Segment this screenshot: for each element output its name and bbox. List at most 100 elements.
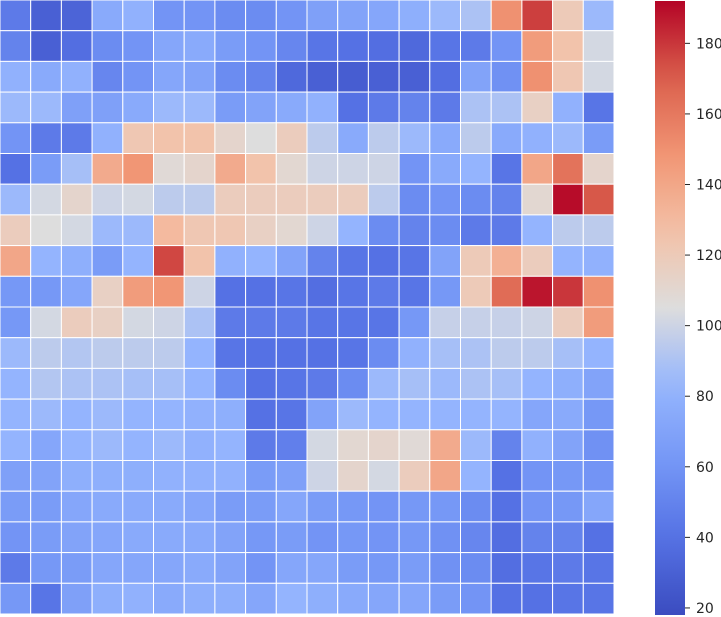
heatmap-cell: [490, 521, 523, 554]
heatmap-cell: [582, 275, 615, 308]
heatmap-cell: [245, 245, 277, 277]
heatmap-cell: [552, 183, 584, 216]
heatmap-cell: [183, 552, 216, 584]
heatmap-cell: [183, 183, 216, 216]
heatmap-cell: [91, 214, 124, 247]
heatmap-cell: [429, 0, 461, 32]
heatmap-cell: [367, 183, 400, 216]
heatmap-cell: [245, 582, 277, 615]
heatmap-cell: [582, 214, 615, 247]
heatmap-cell: [552, 153, 584, 185]
heatmap-cell: [275, 122, 308, 155]
heatmap-cell: [30, 337, 62, 369]
heatmap-cell: [367, 552, 400, 584]
heatmap-cell: [521, 552, 554, 584]
heatmap-cell: [521, 183, 554, 216]
heatmap-cell: [214, 460, 247, 492]
heatmap-cell: [183, 337, 216, 369]
heatmap-cell: [306, 521, 339, 554]
heatmap-cell: [398, 214, 431, 247]
heatmap-cell: [91, 367, 124, 400]
heatmap-cell: [429, 122, 461, 155]
heatmap-cell: [490, 183, 523, 216]
heatmap-cell: [122, 183, 155, 216]
heatmap-cell: [245, 337, 277, 369]
heatmap-cell: [460, 429, 492, 461]
heatmap-cell: [30, 245, 62, 277]
colorbar-tick-label: 40: [696, 530, 714, 546]
heatmap-cell: [214, 582, 247, 615]
heatmap-cell: [122, 429, 155, 461]
heatmap-cell: [0, 367, 32, 400]
heatmap-cell: [552, 460, 584, 492]
heatmap-cell: [306, 398, 339, 431]
heatmap-cell: [582, 122, 615, 155]
heatmap-cell: [490, 30, 523, 62]
heatmap-cell: [398, 183, 431, 216]
heatmap-cell: [245, 490, 277, 523]
heatmap-cell: [306, 91, 339, 124]
heatmap-cell: [306, 183, 339, 216]
heatmap-cell: [275, 398, 308, 431]
heatmap-cell: [245, 91, 277, 124]
heatmap-cell: [245, 275, 277, 308]
heatmap-cell: [153, 367, 185, 400]
heatmap-cell: [60, 122, 93, 155]
heatmap-cell: [30, 460, 62, 492]
heatmap-cell: [0, 460, 32, 492]
heatmap-cell: [245, 122, 277, 155]
heatmap-cell: [552, 30, 584, 62]
heatmap-cell: [91, 183, 124, 216]
heatmap-cell: [60, 306, 93, 339]
heatmap-cell: [490, 429, 523, 461]
heatmap-cell: [552, 552, 584, 584]
heatmap-cell: [0, 490, 32, 523]
heatmap-cell: [0, 275, 32, 308]
heatmap-cell: [398, 337, 431, 369]
heatmap-cell: [367, 367, 400, 400]
heatmap-cell: [214, 337, 247, 369]
heatmap-cell: [367, 0, 400, 32]
heatmap-cell: [0, 582, 32, 615]
heatmap-cell: [214, 153, 247, 185]
heatmap-cell: [0, 0, 32, 32]
heatmap-cell: [183, 429, 216, 461]
heatmap-cell: [429, 275, 461, 308]
heatmap-cell: [60, 552, 93, 584]
colorbar-gradient: [655, 1, 685, 615]
heatmap-cell: [60, 0, 93, 32]
heatmap-cell: [183, 398, 216, 431]
heatmap-cell: [214, 0, 247, 32]
heatmap-cell: [60, 582, 93, 615]
heatmap-cell: [91, 275, 124, 308]
heatmap-cell: [460, 552, 492, 584]
heatmap-cell: [214, 552, 247, 584]
heatmap-cell: [245, 429, 277, 461]
heatmap-cell: [0, 552, 32, 584]
heatmap-cell: [398, 30, 431, 62]
heatmap-cell: [552, 0, 584, 32]
heatmap-cell: [460, 582, 492, 615]
heatmap-cell: [153, 398, 185, 431]
heatmap-cell: [153, 337, 185, 369]
heatmap-cell: [30, 398, 62, 431]
heatmap-cell: [275, 275, 308, 308]
heatmap-cell: [490, 460, 523, 492]
heatmap-cell: [214, 398, 247, 431]
heatmap-cell: [122, 367, 155, 400]
heatmap-cell: [91, 490, 124, 523]
heatmap-cell: [306, 153, 339, 185]
heatmap-cell: [552, 91, 584, 124]
heatmap-cell: [153, 30, 185, 62]
heatmap-cell: [306, 337, 339, 369]
heatmap-cell: [552, 122, 584, 155]
heatmap-cell: [275, 0, 308, 32]
heatmap-cell: [460, 153, 492, 185]
heatmap-cell: [91, 429, 124, 461]
heatmap-cell: [460, 337, 492, 369]
heatmap-cell: [122, 582, 155, 615]
heatmap-cell: [552, 367, 584, 400]
heatmap-cell: [30, 429, 62, 461]
heatmap-cell: [153, 552, 185, 584]
heatmap-cell: [91, 153, 124, 185]
